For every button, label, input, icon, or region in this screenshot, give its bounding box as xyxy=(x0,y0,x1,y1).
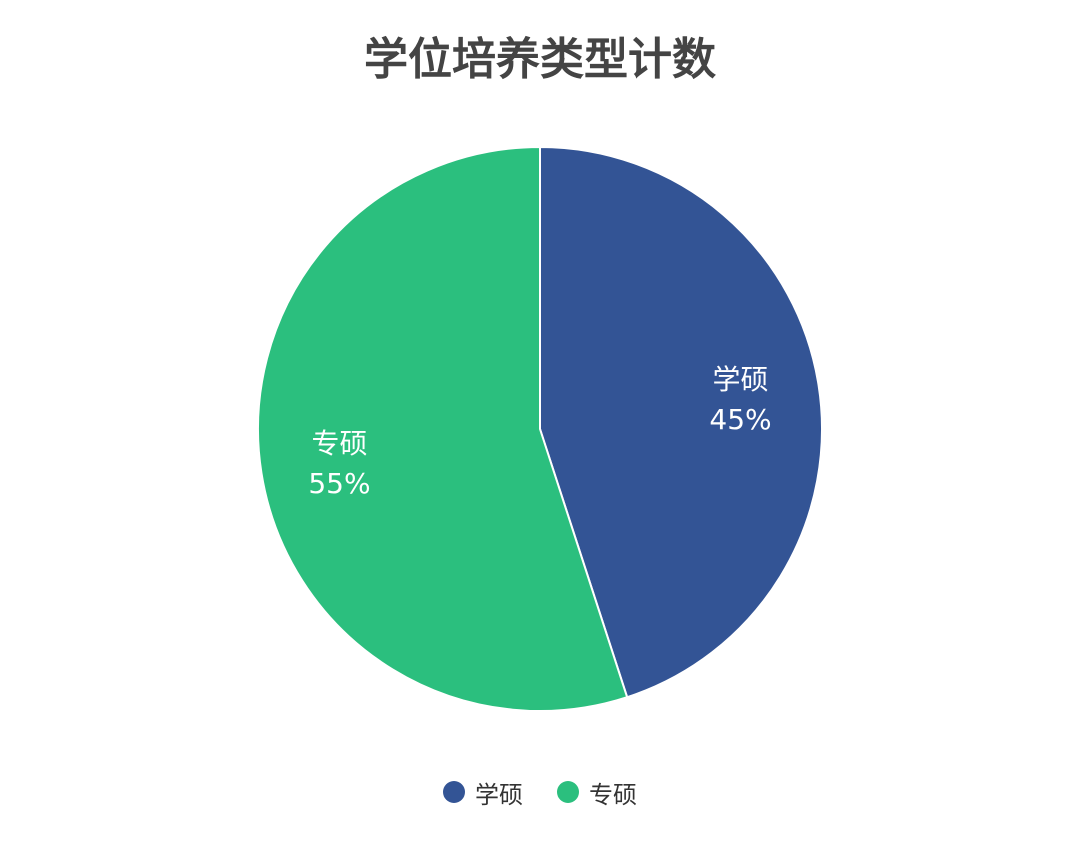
chart-title: 学位培养类型计数 xyxy=(364,34,716,85)
pie-slices xyxy=(257,145,823,712)
legend-label-0: 学硕 xyxy=(475,780,523,809)
legend-label-1: 专硕 xyxy=(589,780,637,809)
legend-item-0[interactable]: 学硕 xyxy=(443,775,523,810)
pie-labels: 学硕 45% 专硕 55% xyxy=(308,363,771,500)
slice-label-name-0: 学硕 xyxy=(713,363,769,396)
legend-item-1[interactable]: 专硕 xyxy=(557,775,637,810)
slice-label-percent-1: 55% xyxy=(308,467,370,500)
legend-swatch-0 xyxy=(443,781,465,803)
legend: 学硕 专硕 xyxy=(0,772,1080,812)
slice-label-percent-0: 45% xyxy=(709,403,771,436)
pie-slice-0[interactable] xyxy=(539,145,823,699)
pie-slice-1[interactable] xyxy=(257,145,629,712)
slice-label-name-1: 专硕 xyxy=(311,427,367,460)
legend-swatch-1 xyxy=(557,781,579,803)
